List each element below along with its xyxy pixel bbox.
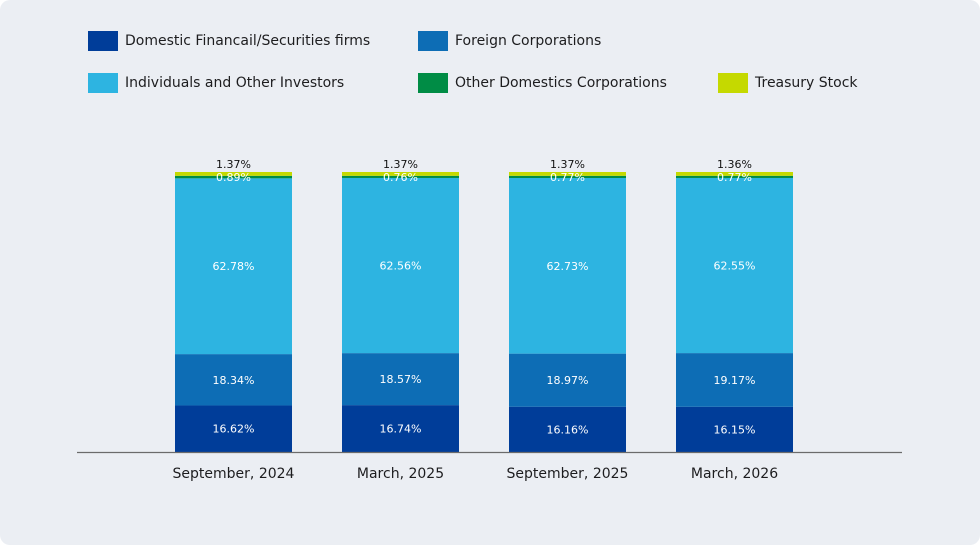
x-tick-label: September, 2025 xyxy=(507,466,629,482)
legend-swatch xyxy=(718,73,748,93)
legend-item: Domestic Financail/Securities firms xyxy=(88,30,370,52)
legend-label: Individuals and Other Investors xyxy=(125,75,345,91)
bar-segment xyxy=(175,175,292,179)
x-tick-label: March, 2026 xyxy=(691,466,778,482)
bar-segment xyxy=(676,353,793,407)
legend-label: Foreign Corporations xyxy=(455,33,602,49)
legend-item: Other Domestics Corporations xyxy=(418,72,667,94)
data-label: 16.74% xyxy=(380,423,422,436)
legend-swatch xyxy=(418,31,448,51)
x-tick-label: March, 2025 xyxy=(357,466,444,482)
legend-item: Foreign Corporations xyxy=(418,30,601,52)
data-label: 1.37% xyxy=(216,158,251,171)
bar-segment xyxy=(175,354,292,406)
bar-segment xyxy=(509,406,626,452)
data-label: 18.57% xyxy=(380,373,422,386)
bar-segment xyxy=(342,172,459,176)
bar-segment xyxy=(342,177,459,354)
data-label: 1.36% xyxy=(717,158,752,171)
legend-label: Treasury Stock xyxy=(755,75,858,91)
data-label: 1.37% xyxy=(383,158,418,171)
legend-label: Other Domestics Corporations xyxy=(455,75,667,91)
bar-segment xyxy=(676,172,793,176)
x-tick-label: September, 2024 xyxy=(173,466,295,482)
legend-swatch xyxy=(88,73,118,93)
legend-swatch xyxy=(418,73,448,93)
data-label: 0.77% xyxy=(550,171,585,184)
bar-segment xyxy=(509,175,626,178)
data-label: 0.76% xyxy=(383,171,418,184)
data-label: 0.77% xyxy=(717,171,752,184)
bar-segment xyxy=(676,406,793,452)
bar-segment xyxy=(175,405,292,452)
bar-segment xyxy=(342,175,459,178)
data-label: 16.16% xyxy=(547,423,589,436)
data-label: 62.78% xyxy=(213,260,255,273)
bar-segment xyxy=(509,177,626,354)
data-label: 1.37% xyxy=(550,158,585,171)
data-label: 62.73% xyxy=(547,260,589,273)
legend-swatch xyxy=(88,31,118,51)
bar-segment xyxy=(342,353,459,406)
bar-segment xyxy=(509,172,626,176)
bar-segment xyxy=(175,178,292,355)
bar-segment xyxy=(676,175,793,178)
data-label: 16.15% xyxy=(714,423,756,436)
bar-segment xyxy=(342,405,459,452)
data-label: 18.34% xyxy=(213,374,255,387)
legend-label: Domestic Financail/Securities firms xyxy=(125,33,371,49)
bar-segment xyxy=(509,353,626,407)
legend-item: Treasury Stock xyxy=(718,72,858,94)
bar-segment xyxy=(175,172,292,176)
legend-item: Individuals and Other Investors xyxy=(88,72,344,94)
data-label: 19.17% xyxy=(714,374,756,387)
data-label: 18.97% xyxy=(547,374,589,387)
data-label: 16.62% xyxy=(213,423,255,436)
data-label: 62.56% xyxy=(380,260,422,273)
data-label: 62.55% xyxy=(714,260,756,273)
data-label: 0.89% xyxy=(216,171,251,184)
bar-segment xyxy=(676,177,793,354)
